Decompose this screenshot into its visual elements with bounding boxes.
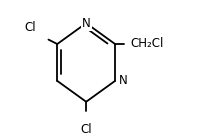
Text: Cl: Cl (24, 22, 36, 34)
Text: N: N (82, 17, 90, 30)
Text: N: N (119, 74, 128, 87)
Text: CH₂Cl: CH₂Cl (130, 37, 164, 50)
Text: Cl: Cl (80, 123, 92, 136)
